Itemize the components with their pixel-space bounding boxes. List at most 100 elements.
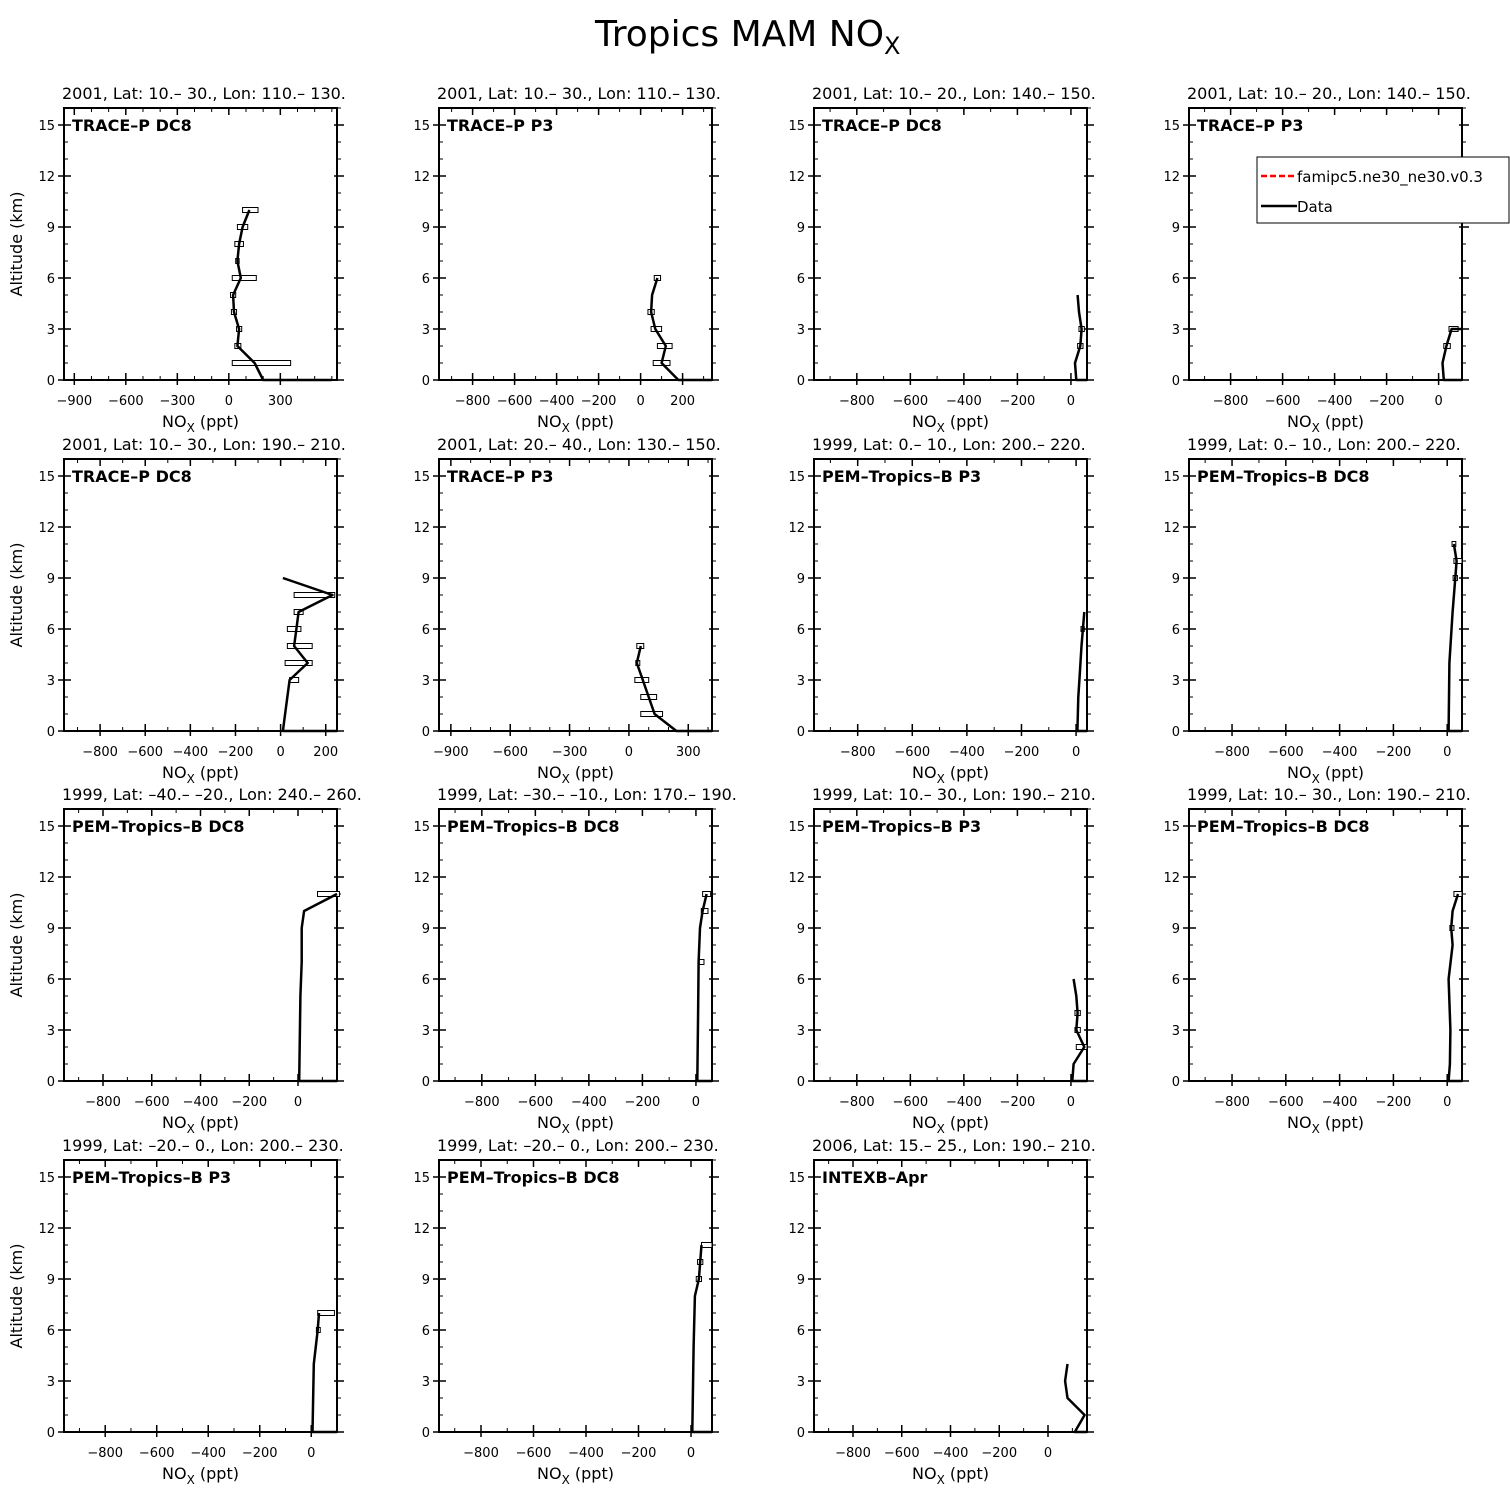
x-tick-label: −400	[933, 1446, 969, 1461]
x-axis-label-main: NO	[537, 763, 562, 782]
x-axis-label-subscript: X	[187, 772, 195, 786]
panel-campaign-label: PEM–Tropics–B DC8	[1197, 467, 1369, 486]
y-tick-label: 15	[1163, 820, 1180, 835]
y-tick-label: 15	[788, 1171, 805, 1186]
x-axis-label-subscript: X	[937, 1473, 945, 1487]
series-line-data	[1441, 327, 1462, 382]
x-tick-label: 0	[687, 1446, 695, 1461]
x-tick-label: −200	[1000, 394, 1036, 409]
x-tick-label: −600	[516, 1446, 552, 1461]
panel-title: 2001, Lat: 10.– 20., Lon: 140.– 150.	[1187, 84, 1471, 103]
panel-6: 2001, Lat: 20.– 40., Lon: 130.– 150. 0 3 6 9…	[413, 435, 720, 786]
y-tick-label: 15	[413, 820, 430, 835]
y-tick-label: 15	[38, 820, 55, 835]
panel-title: 2001, Lat: 10.– 30., Lon: 190.– 210.	[62, 435, 346, 454]
x-axis-label: NOX (ppt)	[162, 763, 239, 786]
x-axis-label: NOX (ppt)	[162, 1464, 239, 1487]
y-tick-label: 3	[797, 1024, 805, 1039]
x-axis-label-unit: (ppt)	[945, 1113, 989, 1132]
y-tick-label: 0	[47, 725, 55, 740]
y-tick-label: 6	[797, 973, 805, 988]
x-tick-label: −600	[127, 745, 163, 760]
x-axis-label: NOX (ppt)	[912, 412, 989, 435]
x-axis-label-unit: (ppt)	[1320, 412, 1364, 431]
x-axis-label-subscript: X	[187, 1473, 195, 1487]
x-tick-label: −200	[1369, 394, 1405, 409]
y-tick-label: 3	[1172, 674, 1180, 689]
y-tick-label: 15	[38, 470, 55, 485]
x-axis-label: NOX (ppt)	[537, 412, 614, 435]
x-tick-label: −600	[1268, 1095, 1304, 1110]
x-axis-label-unit: (ppt)	[195, 763, 239, 782]
series-line-data	[281, 576, 337, 733]
series-line-data	[635, 645, 712, 733]
x-tick-label: 0	[276, 745, 284, 760]
panel-title: 2001, Lat: 10.– 20., Lon: 140.– 150.	[812, 84, 1096, 103]
y-tick-label: 6	[47, 973, 55, 988]
x-axis-label-main: NO	[537, 1113, 562, 1132]
error-bar	[284, 660, 313, 666]
x-tick-label: −400	[568, 1446, 604, 1461]
x-tick-label: −400	[946, 1095, 982, 1110]
legend-box	[1256, 156, 1510, 224]
panel-13: 1999, Lat: –20.– 0., Lon: 200.– 230. 0 3 6 9…	[7, 1136, 344, 1487]
x-tick-label: −800	[1214, 1095, 1250, 1110]
x-tick-label: −800	[840, 745, 876, 760]
y-tick-label: 6	[422, 1324, 430, 1339]
panel-title: 1999, Lat: 0.– 10., Lon: 200.– 220.	[1187, 435, 1461, 454]
y-tick-label: 9	[1172, 572, 1180, 587]
y-tick-label: 3	[797, 674, 805, 689]
y-tick-label: 15	[788, 470, 805, 485]
x-axis-label-unit: (ppt)	[945, 763, 989, 782]
panel-campaign-label: TRACE–P P3	[447, 116, 553, 135]
panel-title: 1999, Lat: 10.– 30., Lon: 190.– 210.	[812, 785, 1096, 804]
y-axis-label: Altitude (km)	[7, 893, 26, 998]
x-tick-label: −800	[839, 394, 875, 409]
x-tick-label: −200	[1000, 1095, 1036, 1110]
x-axis-label: NOX (ppt)	[912, 763, 989, 786]
y-tick-label: 0	[797, 725, 805, 740]
x-axis-label-unit: (ppt)	[195, 412, 239, 431]
y-tick-label: 12	[413, 1222, 430, 1237]
panel-campaign-label: PEM–Tropics–B DC8	[1197, 817, 1369, 836]
panel-title: 2001, Lat: 10.– 30., Lon: 110.– 130.	[62, 84, 346, 103]
x-tick-label: 300	[268, 394, 293, 409]
x-tick-label: −400	[539, 394, 575, 409]
x-axis-label-unit: (ppt)	[195, 1113, 239, 1132]
x-tick-label: −800	[1213, 394, 1249, 409]
y-tick-label: 9	[797, 572, 805, 587]
x-axis-label-unit: (ppt)	[570, 1464, 614, 1483]
panel-title: 2001, Lat: 10.– 30., Lon: 110.– 130.	[437, 84, 721, 103]
series-line-data	[649, 277, 712, 382]
x-tick-label: 0	[625, 745, 633, 760]
y-tick-label: 6	[1172, 623, 1180, 638]
panel-frame	[813, 107, 1088, 381]
panel-campaign-label: TRACE–P P3	[447, 467, 553, 486]
y-tick-label: 0	[797, 1426, 805, 1441]
x-axis-label-main: NO	[162, 1113, 187, 1132]
error-bar	[242, 207, 259, 213]
y-tick-label: 0	[1172, 725, 1180, 740]
panel-frame	[438, 1159, 713, 1433]
x-axis-label: NOX (ppt)	[537, 763, 614, 786]
x-tick-label: −200	[621, 1446, 657, 1461]
y-tick-label: 6	[422, 973, 430, 988]
x-tick-label: −800	[464, 1095, 500, 1110]
panel-campaign-label: PEM–Tropics–B P3	[822, 467, 981, 486]
x-tick-label: −800	[87, 1446, 123, 1461]
y-tick-label: 6	[47, 272, 55, 287]
panel-frame	[438, 808, 713, 1082]
y-tick-label: 9	[797, 221, 805, 236]
panel-frame	[813, 458, 1088, 732]
y-tick-label: 3	[47, 1024, 55, 1039]
panel-15: 2006, Lat: 15.– 25., Lon: 190.– 210. 0 3 6 9…	[788, 1136, 1095, 1487]
y-tick-label: 15	[38, 119, 55, 134]
x-axis-label-unit: (ppt)	[1320, 1113, 1364, 1132]
panel-title: 2006, Lat: 15.– 25., Lon: 190.– 210.	[812, 1136, 1096, 1155]
x-axis-label-main: NO	[912, 412, 937, 431]
x-tick-label: −400	[949, 745, 985, 760]
panel-campaign-label: PEM–Tropics–B DC8	[447, 817, 619, 836]
x-tick-label: −200	[1376, 745, 1412, 760]
y-tick-label: 3	[797, 323, 805, 338]
y-tick-label: 12	[788, 871, 805, 886]
